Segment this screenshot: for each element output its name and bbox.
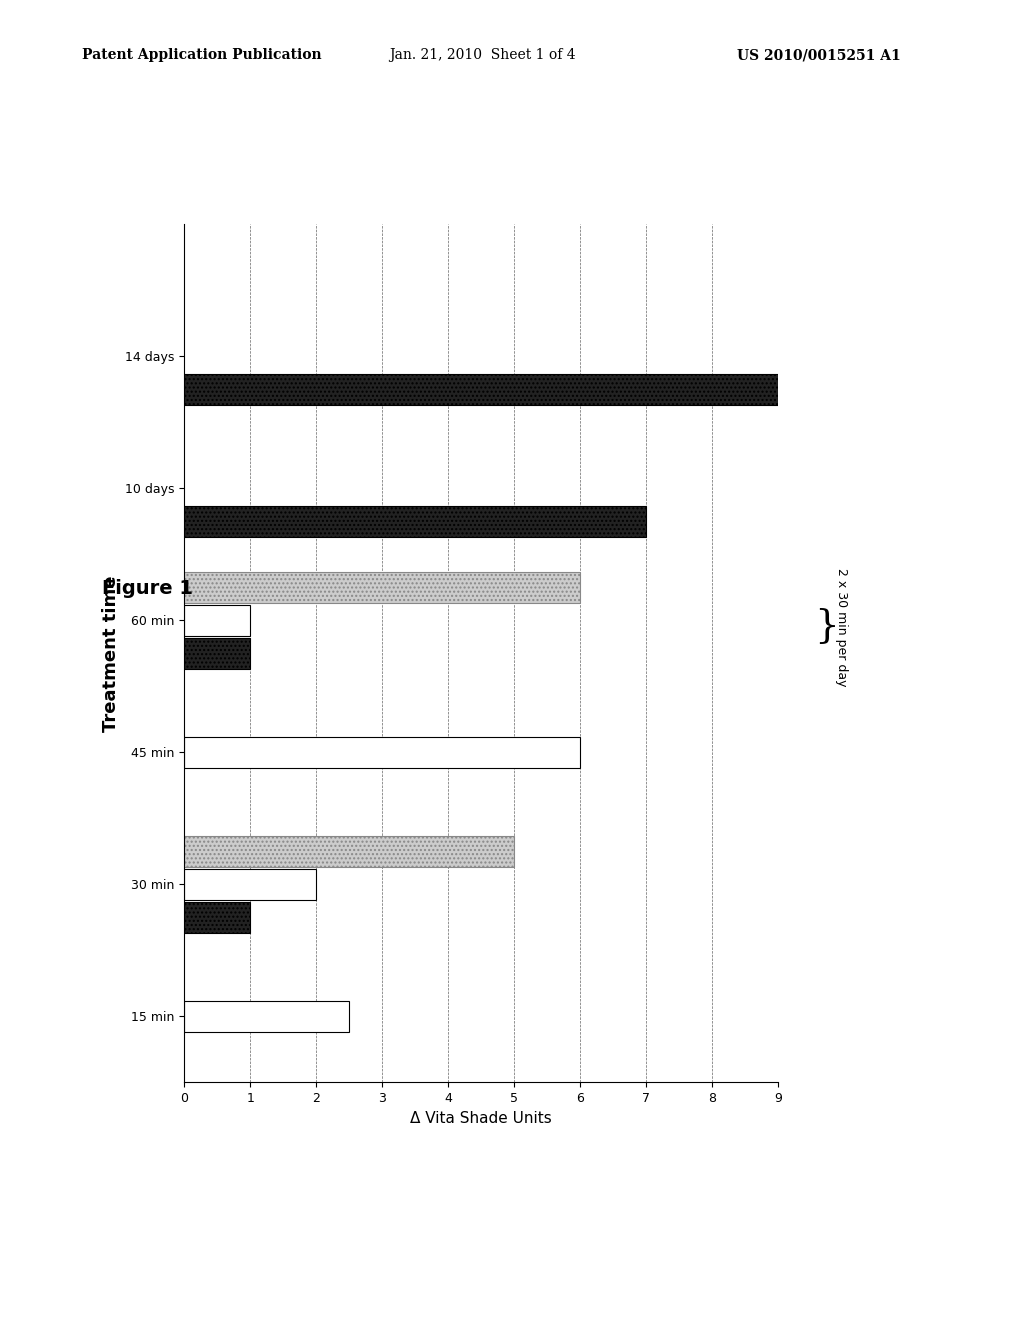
Text: 2 x 30 min per day: 2 x 30 min per day [835, 568, 848, 686]
Text: }: } [814, 609, 839, 645]
Bar [184, 572, 581, 603]
Text: Jan. 21, 2010  Sheet 1 of 4: Jan. 21, 2010 Sheet 1 of 4 [389, 49, 575, 62]
Bar [184, 902, 250, 933]
Text: Figure 1: Figure 1 [102, 579, 194, 598]
Bar [184, 836, 514, 867]
Text: Patent Application Publication: Patent Application Publication [82, 49, 322, 62]
X-axis label: Δ Vita Shade Units: Δ Vita Shade Units [411, 1110, 552, 1126]
Bar [184, 737, 581, 768]
Bar [184, 1001, 349, 1032]
Y-axis label: Treatment time: Treatment time [101, 576, 120, 731]
Bar [184, 605, 250, 636]
Bar [184, 638, 250, 669]
Text: US 2010/0015251 A1: US 2010/0015251 A1 [737, 49, 901, 62]
Bar [184, 506, 646, 537]
Bar [184, 374, 778, 405]
Bar [184, 869, 316, 900]
